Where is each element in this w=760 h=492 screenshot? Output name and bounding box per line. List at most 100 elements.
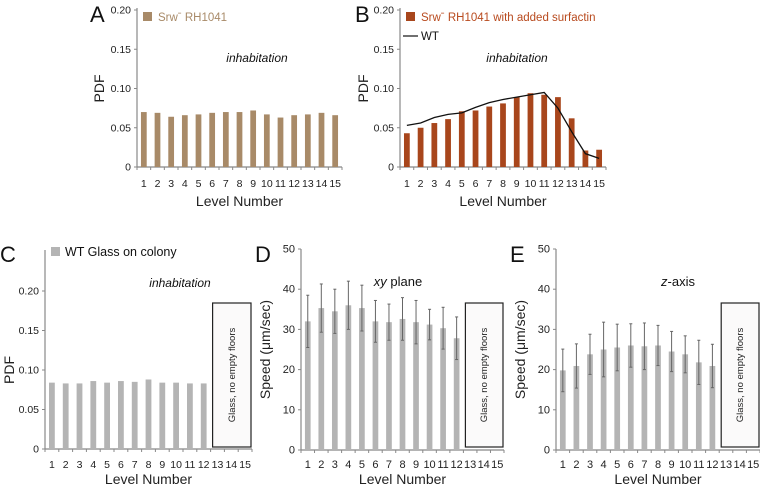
- panel-title: inhabitation: [486, 51, 548, 65]
- x-tick-label: 1: [404, 178, 410, 190]
- bar: [568, 118, 575, 167]
- x-tick-label: 8: [655, 459, 661, 471]
- bar: [318, 308, 325, 450]
- x-axis-label: Level Number: [196, 193, 283, 209]
- bar: [413, 322, 419, 450]
- bar: [345, 305, 352, 450]
- x-tick-label: 3: [168, 178, 174, 190]
- x-tick-label: 7: [386, 459, 392, 471]
- y-tick-label: 30: [283, 324, 295, 336]
- x-tick-label: 1: [49, 459, 55, 471]
- bar: [236, 112, 243, 167]
- bar: [331, 311, 338, 450]
- panel-title: inhabitation: [149, 276, 211, 290]
- bar: [277, 117, 284, 167]
- x-tick-label: 15: [329, 178, 341, 190]
- bar: [304, 321, 311, 450]
- y-tick-label: 0: [289, 445, 295, 457]
- bar: [431, 123, 438, 167]
- panel-letter: E: [510, 242, 525, 267]
- panel-b: B00.050.100.150.201 2 3 4 5 6 7 8 9 10 11 12 13 14 15L…: [355, 2, 607, 209]
- x-tick-label: 9: [159, 459, 165, 471]
- bar: [386, 322, 392, 450]
- bar: [181, 115, 188, 167]
- legend-swatch: [143, 12, 152, 21]
- x-tick-label: 14: [733, 459, 745, 471]
- y-tick-label: 0.10: [111, 83, 132, 95]
- bar: [359, 308, 365, 450]
- x-tick-label: 8: [237, 178, 243, 190]
- x-tick-label: 8: [146, 459, 152, 471]
- x-axis-label: Level Number: [459, 193, 546, 209]
- x-tick-label: 5: [614, 459, 620, 471]
- y-tick-label: 0.15: [111, 44, 132, 56]
- x-tick-label: 11: [693, 459, 704, 471]
- x-tick-label: 2: [573, 459, 579, 471]
- bar: [250, 110, 257, 167]
- x-tick-label: 7: [223, 178, 229, 190]
- x-tick-label: 6: [628, 459, 634, 471]
- x-tick-label: 10: [679, 459, 691, 471]
- x-tick-label: 11: [437, 459, 448, 471]
- x-tick-label: 5: [459, 178, 465, 190]
- x-tick-label: 14: [225, 459, 237, 471]
- bar: [513, 97, 520, 167]
- y-tick-label: 50: [283, 244, 295, 256]
- y-tick-label: 50: [538, 244, 550, 256]
- x-tick-label: 5: [359, 459, 365, 471]
- x-tick-label: 2: [418, 178, 424, 190]
- x-tick-label: 13: [302, 178, 314, 190]
- y-axis-label: PDF: [91, 75, 107, 103]
- x-tick-label: 6: [209, 178, 215, 190]
- y-tick-label: 40: [283, 284, 295, 296]
- panel-title: z-axis: [660, 274, 695, 289]
- x-tick-label: 12: [288, 178, 300, 190]
- y-tick-label: 0.20: [374, 5, 395, 17]
- x-tick-label: 3: [77, 459, 83, 471]
- x-tick-label: 6: [372, 459, 378, 471]
- panel-letter: B: [355, 2, 370, 27]
- x-tick-label: 6: [118, 459, 124, 471]
- bar: [500, 103, 506, 167]
- x-tick-label: 13: [212, 459, 224, 471]
- panel-c: C00.050.100.150.201 2 3 4 5 6 7 8 9 10 11 12 13 14 15L…: [0, 242, 253, 487]
- legend-label: WT: [421, 31, 439, 43]
- bar: [627, 345, 634, 450]
- bar: [440, 328, 446, 450]
- bar: [209, 112, 216, 167]
- bar: [304, 114, 311, 167]
- bar: [682, 354, 689, 450]
- x-tick-label: 7: [486, 178, 492, 190]
- y-tick-label: 0.05: [111, 122, 132, 134]
- x-tick-label: 7: [641, 459, 647, 471]
- bar: [49, 382, 55, 449]
- y-tick-label: 0.20: [19, 286, 40, 298]
- bar: [62, 383, 69, 449]
- x-tick-label: 11: [184, 459, 195, 471]
- title-italic: xy: [373, 274, 389, 289]
- title-rest: plane: [387, 274, 422, 289]
- bar: [131, 381, 138, 449]
- bar: [187, 383, 193, 449]
- y-axis-label: PDF: [355, 75, 371, 103]
- bar: [403, 133, 410, 167]
- x-tick-label: 9: [514, 178, 520, 190]
- y-tick-label: 0.15: [374, 44, 395, 56]
- x-tick-label: 4: [601, 459, 607, 471]
- y-tick-label: 0.10: [19, 365, 40, 377]
- bar: [573, 365, 580, 450]
- bar: [263, 114, 270, 167]
- bar: [222, 112, 229, 167]
- y-tick-label: 10: [538, 404, 550, 416]
- x-tick-label: 13: [720, 459, 732, 471]
- bar: [173, 382, 179, 449]
- x-tick-label: 14: [580, 178, 592, 190]
- x-tick-label: 3: [431, 178, 437, 190]
- bar: [600, 349, 607, 450]
- y-axis-label: Speed (μm/sec): [257, 300, 273, 399]
- annotation-label: Glass, no empty floors: [735, 327, 746, 422]
- bar: [399, 318, 406, 450]
- x-tick-label: 10: [525, 178, 537, 190]
